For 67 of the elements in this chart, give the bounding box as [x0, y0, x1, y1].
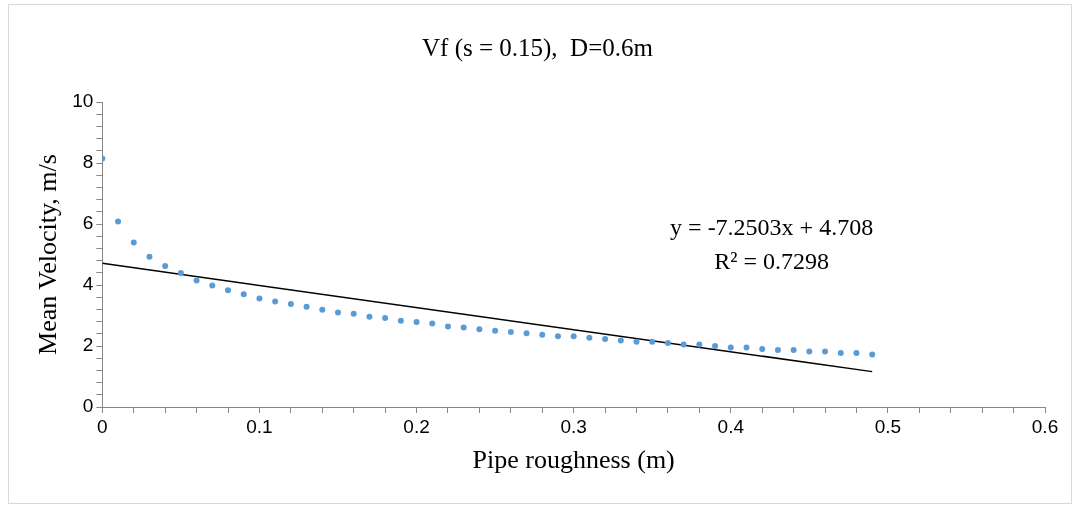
point [476, 326, 483, 333]
x-axis-title: Pipe roughness (m) [472, 445, 675, 475]
y-tick-label: 4 [82, 273, 94, 295]
point [287, 300, 294, 307]
point [554, 333, 561, 340]
point [303, 303, 310, 310]
chart-title: Vf (s = 0.15), D=0.6m [422, 33, 654, 62]
x-tick-label: 0 [97, 415, 108, 437]
point [209, 282, 216, 289]
point [319, 306, 326, 313]
point [759, 346, 766, 353]
y-tick-label: 10 [72, 90, 94, 112]
point [790, 346, 797, 353]
point [806, 348, 813, 355]
x-tick-label: 0.2 [403, 415, 430, 437]
y-tick-label: 8 [82, 151, 94, 173]
y-axis-title: Mean Velocity, m/s [33, 154, 63, 355]
point [429, 320, 436, 327]
point [743, 344, 750, 351]
point [130, 239, 137, 246]
point [869, 351, 876, 358]
point [523, 330, 530, 337]
point [240, 291, 247, 298]
annotation: y = -7.2503x + 4.708 [670, 214, 874, 241]
x-tick-label: 0.3 [560, 415, 587, 437]
point [617, 337, 624, 344]
point [649, 338, 656, 345]
point [492, 327, 499, 334]
point [350, 310, 357, 317]
point [272, 298, 279, 305]
point [382, 314, 389, 321]
point [413, 318, 420, 325]
point [570, 333, 577, 340]
point [853, 350, 860, 357]
point [633, 338, 640, 345]
point [397, 317, 404, 324]
point [444, 323, 451, 330]
point [712, 343, 719, 349]
x-tick-label: 0.6 [1031, 415, 1059, 437]
point [774, 346, 781, 353]
y-tick-label: 2 [82, 334, 94, 356]
point [822, 348, 829, 355]
point [256, 295, 263, 302]
x-tick-label: 0.1 [246, 415, 273, 437]
annotation: R² = 0.7298 [714, 248, 829, 275]
x-tick-label: 0.4 [717, 415, 745, 437]
point [177, 270, 184, 277]
point [162, 263, 169, 270]
point [507, 328, 514, 335]
point [366, 313, 373, 320]
y-tick-label: 0 [82, 395, 94, 417]
point [837, 350, 844, 357]
x-tick-label: 0.5 [874, 415, 902, 437]
point [193, 277, 200, 284]
point [539, 331, 546, 338]
point [460, 324, 467, 331]
point [727, 344, 734, 351]
point [225, 287, 232, 294]
point [115, 218, 122, 225]
y-tick-label: 6 [82, 212, 94, 234]
point [680, 341, 687, 348]
point [602, 335, 609, 342]
point [146, 253, 153, 260]
point [696, 341, 703, 348]
point [586, 334, 593, 341]
point [335, 309, 341, 316]
point [664, 339, 671, 346]
